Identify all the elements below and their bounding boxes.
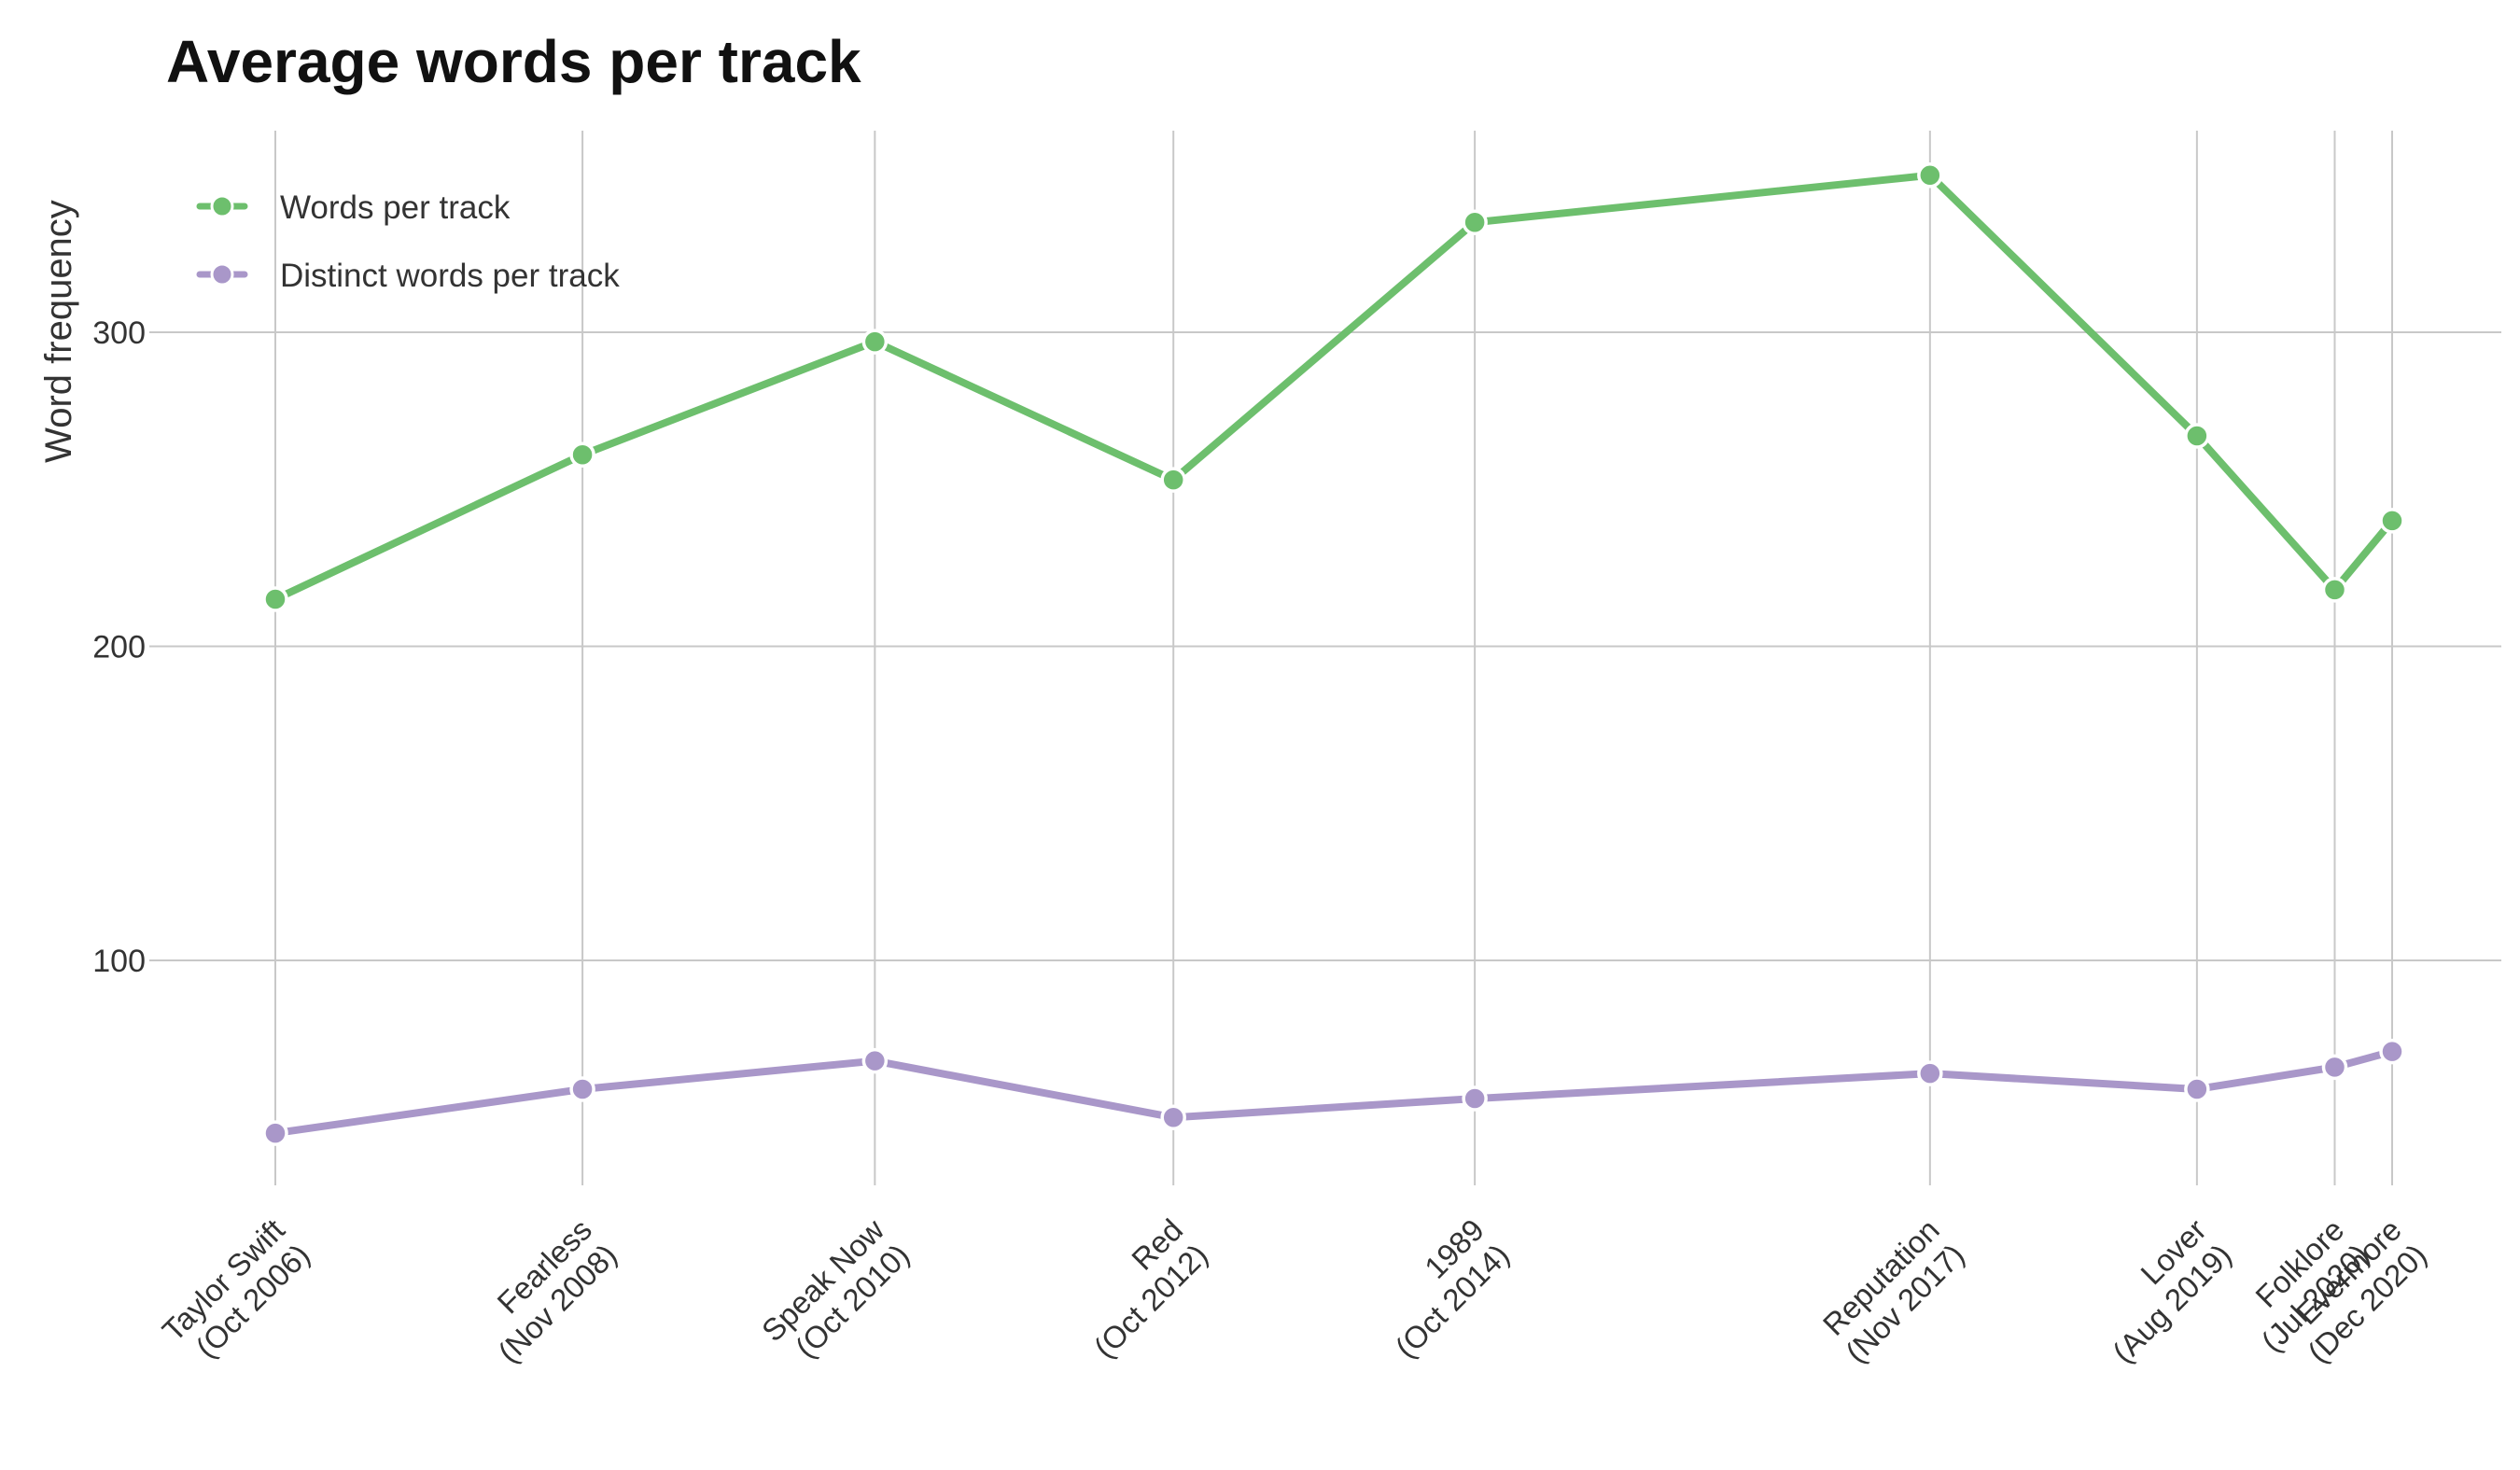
y-tick-label-100: 100 [92,944,146,979]
data-point-distinct-words-per-track-1989 [1462,1085,1488,1112]
data-point-distinct-words-per-track-speak-now [861,1047,889,1074]
legend: Words per track Distinct words per track [196,189,620,294]
data-point-words-per-track-reputation [1917,162,1943,189]
data-point-words-per-track-fearless [569,441,595,468]
data-point-words-per-track-speak-now [861,329,889,355]
legend-marker-words-per-track [210,194,234,218]
x-tick-label-speak-now: Speak Now(Oct 2010) [755,1212,916,1373]
x-tick-label-reputation: Reputation(Nov 2017) [1813,1212,1970,1369]
x-tick-label-lover: Lover(Aug 2019) [2080,1212,2237,1369]
data-point-words-per-track-taylor-swift [262,586,288,612]
x-tick-label-red: Red(Oct 2012) [1062,1212,1214,1365]
y-tick-label-300: 300 [92,315,146,351]
data-point-words-per-track-1989 [1462,209,1488,235]
data-point-distinct-words-per-track-evermore [2379,1038,2405,1065]
data-point-words-per-track-lover [2184,423,2210,449]
data-point-distinct-words-per-track-lover [2184,1076,2210,1102]
legend-marker-distinct-words-per-track [210,262,234,287]
legend-label-distinct-words-per-track: Distinct words per track [280,258,620,294]
data-point-words-per-track-red [1160,467,1186,493]
data-point-words-per-track-folklore [2321,577,2348,603]
data-point-words-per-track-evermore [2379,508,2405,534]
x-tick-label-fearless: Fearless(Nov 2008) [466,1212,623,1369]
data-point-distinct-words-per-track-fearless [569,1076,595,1102]
y-tick-label-200: 200 [92,630,146,665]
series-line-words-per-track [272,171,2396,604]
x-tick-label-taylor-swift: Taylor Swift(Oct 2006) [155,1212,315,1373]
y-axis-label: Word frequency [38,200,79,463]
data-point-distinct-words-per-track-folklore [2321,1054,2348,1081]
data-point-distinct-words-per-track-taylor-swift [262,1120,288,1146]
legend-label-words-per-track: Words per track [280,189,511,226]
chart-title: Average words per track [166,28,861,95]
data-point-distinct-words-per-track-reputation [1917,1060,1943,1086]
data-point-distinct-words-per-track-red [1160,1104,1186,1130]
x-tick-label-1989: 1989(Oct 2014) [1364,1212,1516,1365]
